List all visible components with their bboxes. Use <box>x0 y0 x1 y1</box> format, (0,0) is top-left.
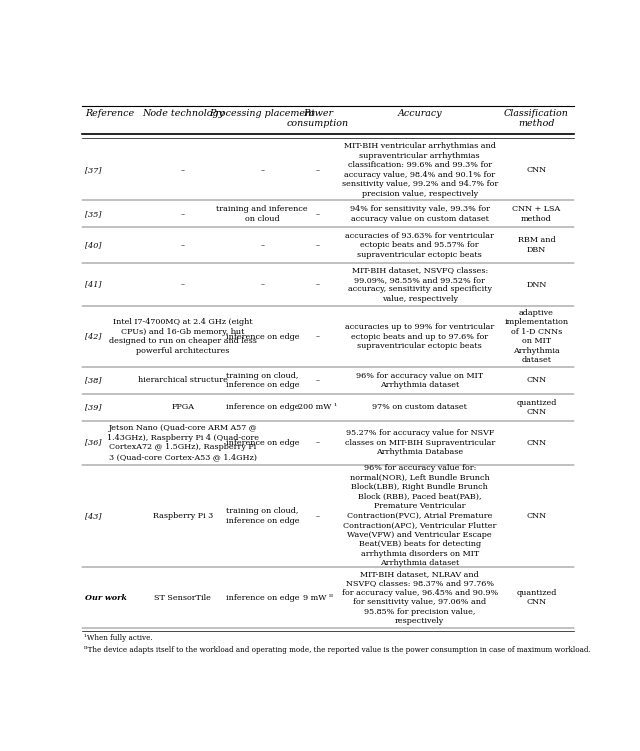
Text: ST SensorTile: ST SensorTile <box>154 593 211 602</box>
Text: Power
consumption: Power consumption <box>287 109 349 128</box>
Text: –: – <box>260 166 264 174</box>
Text: [43]: [43] <box>86 512 102 520</box>
Text: CNN + LSA
method: CNN + LSA method <box>512 205 561 222</box>
Text: 96% for accuracy value on MIT
Arrhythmia dataset: 96% for accuracy value on MIT Arrhythmia… <box>356 372 483 389</box>
Text: DNN: DNN <box>526 281 547 288</box>
Text: 9 mW ᴵᴵ: 9 mW ᴵᴵ <box>303 593 333 602</box>
Text: –: – <box>181 281 185 288</box>
Text: 94% for sensitivity vale, 99.3% for
accuracy value on custom dataset: 94% for sensitivity vale, 99.3% for accu… <box>350 205 490 222</box>
Text: FPGA: FPGA <box>172 403 195 412</box>
Text: accuracies of 93.63% for ventricular
ectopic beats and 95.57% for
supraventricul: accuracies of 93.63% for ventricular ect… <box>346 231 494 258</box>
Text: –: – <box>260 241 264 249</box>
Text: Classification
method: Classification method <box>504 109 569 128</box>
Text: [40]: [40] <box>86 241 102 249</box>
Text: –: – <box>181 166 185 174</box>
Text: inference on edge: inference on edge <box>225 593 299 602</box>
Text: [39]: [39] <box>86 403 102 412</box>
Text: –: – <box>316 281 320 288</box>
Text: inference on edge: inference on edge <box>225 439 299 447</box>
Text: [42]: [42] <box>86 333 102 341</box>
Text: CNN: CNN <box>526 439 547 447</box>
Text: [35]: [35] <box>86 210 102 218</box>
Text: accuracies up to 99% for ventricular
ectopic beats and up to 97.6% for
supravent: accuracies up to 99% for ventricular ect… <box>345 323 494 350</box>
Text: training on cloud,
inference on edge: training on cloud, inference on edge <box>225 372 299 389</box>
Text: quantized
CNN: quantized CNN <box>516 589 557 606</box>
Text: –: – <box>260 281 264 288</box>
Text: adaptive
implementation
of 1-D CNNs
on MIT
Arrhythmia
dataset: adaptive implementation of 1-D CNNs on M… <box>504 309 568 364</box>
Text: –: – <box>316 333 320 341</box>
Text: Our work: Our work <box>86 593 127 602</box>
Text: Reference: Reference <box>86 109 134 118</box>
Text: hierarchical structure: hierarchical structure <box>138 376 228 385</box>
Text: training on cloud,
inference on edge: training on cloud, inference on edge <box>225 507 299 525</box>
Text: MIT-BIH dataset, NSVFQ classes:
99.09%, 98.55% and 99.52% for
accuracy, sensitiv: MIT-BIH dataset, NSVFQ classes: 99.09%, … <box>348 267 492 303</box>
Text: –: – <box>316 512 320 520</box>
Text: CNN: CNN <box>526 376 547 385</box>
Text: –: – <box>316 210 320 218</box>
Text: RBM and
DBN: RBM and DBN <box>518 237 555 254</box>
Text: MIT-BIH dataset, NLRAV and
NSVFQ classes: 98.37% and 97.76%
for accuracy value, : MIT-BIH dataset, NLRAV and NSVFQ classes… <box>342 570 498 626</box>
Text: Intel I7-4700MQ at 2.4 GHz (eight
CPUs) and 16-Gb memory, but
designed to run on: Intel I7-4700MQ at 2.4 GHz (eight CPUs) … <box>109 318 257 355</box>
Text: Node technology: Node technology <box>142 109 224 118</box>
Text: inference on edge: inference on edge <box>225 403 299 412</box>
Text: –: – <box>181 241 185 249</box>
Text: Jetson Nano (Quad-core ARM A57 @
1.43GHz), Raspberry Pi 4 (Quad-core
CortexA72 @: Jetson Nano (Quad-core ARM A57 @ 1.43GHz… <box>107 424 259 461</box>
Text: [36]: [36] <box>86 439 102 447</box>
Text: training and inference
on cloud: training and inference on cloud <box>216 205 308 222</box>
Text: inference on edge: inference on edge <box>225 333 299 341</box>
Text: 95.27% for accuracy value for NSVF
classes on MIT-BIH Supraventricular
Arrhythmi: 95.27% for accuracy value for NSVF class… <box>344 430 495 456</box>
Text: 97% on custom dataset: 97% on custom dataset <box>372 403 467 412</box>
Text: Accuracy: Accuracy <box>397 109 442 118</box>
Text: MIT-BIH ventricular arrhythmias and
supraventricular arrhythmias
classification:: MIT-BIH ventricular arrhythmias and supr… <box>342 143 498 198</box>
Text: ᴵᴵThe device adapts itself to the workload and operating mode, the reported valu: ᴵᴵThe device adapts itself to the worklo… <box>84 647 591 654</box>
Text: –: – <box>181 210 185 218</box>
Text: 96% for accuracy value for:
normal(NOR), Left Bundle Brunch
Block(LBB), Right Bu: 96% for accuracy value for: normal(NOR),… <box>343 464 497 568</box>
Text: ¹When fully active.: ¹When fully active. <box>84 634 152 641</box>
Text: [37]: [37] <box>86 166 102 174</box>
Text: –: – <box>316 439 320 447</box>
Text: –: – <box>316 241 320 249</box>
Text: CNN: CNN <box>526 166 547 174</box>
Text: quantized
CNN: quantized CNN <box>516 399 557 416</box>
Text: [41]: [41] <box>86 281 102 288</box>
Text: 200 mW ¹: 200 mW ¹ <box>298 403 338 412</box>
Text: CNN: CNN <box>526 512 547 520</box>
Text: –: – <box>316 166 320 174</box>
Text: [38]: [38] <box>86 376 102 385</box>
Text: Raspberry Pi 3: Raspberry Pi 3 <box>153 512 213 520</box>
Text: Processing placement: Processing placement <box>209 109 316 118</box>
Text: –: – <box>316 376 320 385</box>
